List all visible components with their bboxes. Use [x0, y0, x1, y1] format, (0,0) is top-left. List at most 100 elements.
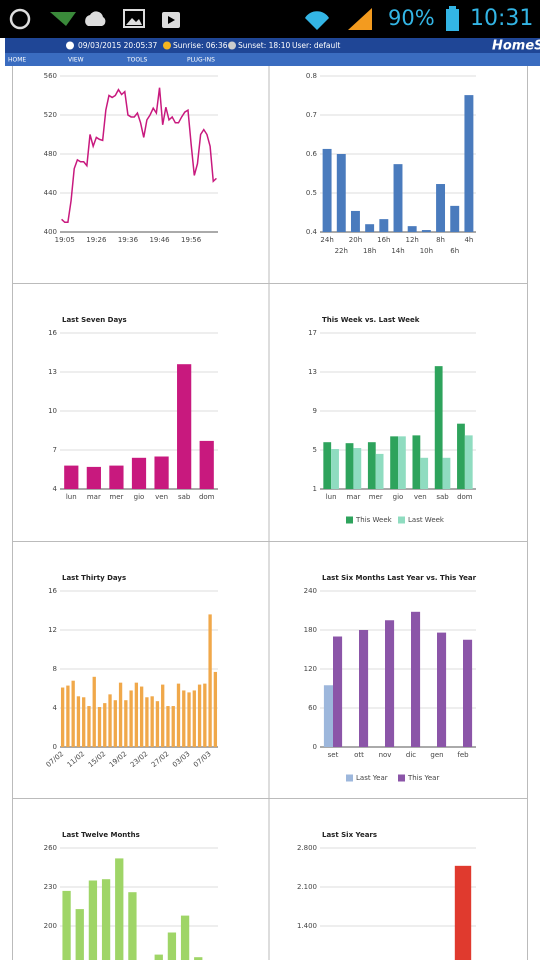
y-tick-label: 180: [304, 626, 317, 634]
chart-panel: Last Thirty Days 0 4 8 12 16 07/02 11/02 15/02 19…: [45, 574, 218, 769]
bar: [323, 685, 333, 747]
x-tick-label: set: [328, 751, 339, 759]
chart-panel: Last Six Months Last Year vs. This Year 0…: [304, 574, 477, 782]
bar: [128, 892, 137, 960]
bar: [199, 440, 214, 489]
y-tick-label: 0.7: [306, 111, 317, 119]
menu-item[interactable]: VIEW: [68, 57, 84, 64]
bar: [450, 205, 460, 232]
x-tick-label: dic: [406, 751, 416, 759]
x-tick-label: dom: [457, 493, 473, 501]
bar: [75, 909, 84, 960]
y-tick-label: 0.5: [306, 189, 317, 197]
chart-title: This Week vs. Last Week: [322, 316, 420, 324]
bar: [350, 210, 360, 232]
y-tick-label: 1: [313, 485, 317, 493]
bar: [192, 690, 196, 747]
bar: [103, 703, 107, 747]
bar: [464, 435, 473, 489]
bar: [411, 611, 421, 747]
y-tick-label: 9: [313, 407, 317, 415]
chart-panel: 400 440 480 520 560 19:05 19:26 19:36 19:46 19:56: [44, 72, 218, 244]
x-tick-label: 07/03: [192, 750, 213, 769]
x-tick-label: lun: [326, 493, 337, 501]
x-tick-label: feb: [457, 751, 469, 759]
legend-swatch: [398, 774, 405, 782]
status-bar: 90% 10:31: [0, 0, 540, 38]
bar: [139, 686, 144, 747]
bar: [62, 890, 71, 960]
x-tick-label: gio: [393, 493, 404, 501]
y-tick-label: 260: [44, 844, 57, 852]
bar: [322, 148, 332, 232]
y-tick-label: 200: [44, 922, 57, 930]
menu-item[interactable]: PLUG-INS: [187, 57, 215, 64]
bar: [118, 682, 123, 747]
y-tick-label: 5: [313, 446, 317, 454]
bar: [333, 636, 343, 747]
y-tick-label: 230: [44, 883, 57, 891]
bar: [437, 632, 447, 747]
bar: [86, 466, 101, 489]
x-tick-label: mer: [369, 493, 383, 501]
menu-item[interactable]: HOME: [8, 57, 26, 64]
bar: [64, 465, 79, 489]
y-tick-label: 0: [53, 743, 57, 751]
chart-title: Last Seven Days: [62, 316, 127, 324]
x-tick-label: 16h: [377, 236, 390, 244]
x-tick-label: sab: [436, 493, 449, 501]
bar: [436, 184, 446, 232]
bar: [87, 706, 91, 747]
bar: [71, 680, 75, 747]
chart-title: Last Thirty Days: [62, 574, 126, 582]
x-tick-label: 10h: [420, 247, 433, 255]
menu-item[interactable]: TOOLS: [126, 57, 147, 64]
bar: [197, 684, 202, 747]
bar: [345, 443, 354, 489]
x-tick-label: 19:26: [86, 236, 107, 244]
chart-panel: Last Seven Days 4 7 10 13 16 lun mar mer gio ven sa…: [48, 316, 218, 501]
y-tick-label: 120: [304, 665, 317, 673]
bar: [88, 880, 98, 960]
sunset: Sunset: 18:10: [238, 41, 290, 50]
bar: [177, 364, 192, 489]
x-tick-label: 22h: [335, 247, 348, 255]
legend-label: Last Year: [356, 774, 388, 782]
x-tick-label: 4h: [464, 236, 473, 244]
bar: [412, 435, 421, 489]
x-tick-label: 24h: [320, 236, 333, 244]
bar: [171, 706, 175, 747]
y-tick-label: 2.100: [297, 883, 317, 891]
bar: [150, 696, 154, 747]
x-tick-label: 20h: [349, 236, 362, 244]
y-tick-label: 4: [53, 485, 58, 493]
x-tick-label: 27/02: [150, 750, 171, 769]
bar: [101, 879, 111, 960]
legend-label: This Week: [355, 516, 393, 524]
y-tick-label: 480: [44, 150, 57, 158]
x-tick-label: 11/02: [66, 750, 87, 769]
bar: [97, 707, 102, 747]
bar: [113, 700, 117, 747]
panel-borders: [12, 66, 528, 960]
bar: [390, 436, 398, 489]
x-tick-label: 03/03: [171, 750, 192, 769]
bar: [131, 457, 147, 489]
y-tick-label: 1.400: [297, 922, 317, 930]
x-tick-label: ven: [155, 493, 168, 501]
bar: [375, 453, 384, 489]
chart-panel: 0.4 0.5 0.6 0.7 0.8 24h22h20h18h16h14h12h10h8…: [306, 72, 476, 255]
y-tick-label: 0.8: [306, 72, 317, 80]
y-tick-label: 16: [48, 329, 57, 337]
bar: [393, 164, 403, 232]
bar: [442, 457, 451, 489]
chart-title: Last Six Years: [322, 831, 377, 839]
y-tick-label: 7: [53, 446, 57, 454]
legend-swatch: [346, 774, 353, 782]
bar: [336, 154, 346, 232]
bar: [420, 457, 429, 489]
bar: [182, 690, 186, 747]
x-tick-label: ott: [354, 751, 364, 759]
x-tick-label: ven: [414, 493, 427, 501]
